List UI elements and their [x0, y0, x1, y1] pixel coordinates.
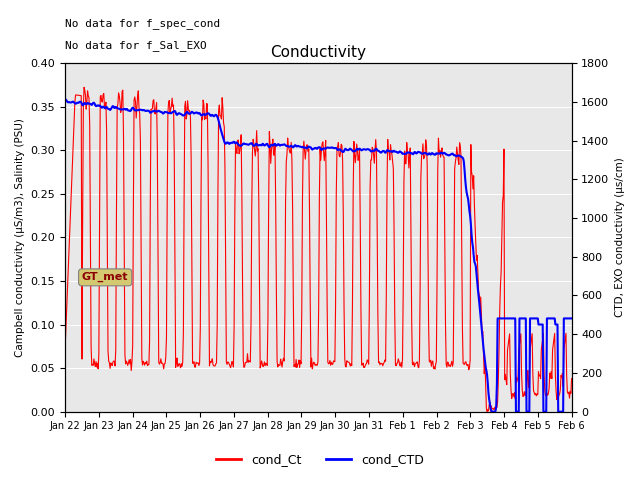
- Text: GT_met: GT_met: [82, 272, 129, 283]
- Y-axis label: Campbell conductivity (µS/m3), Salinity (PSU): Campbell conductivity (µS/m3), Salinity …: [15, 118, 25, 357]
- Legend: cond_Ct, cond_CTD: cond_Ct, cond_CTD: [211, 448, 429, 471]
- Y-axis label: CTD, EXO conductivity (µs/cm): CTD, EXO conductivity (µs/cm): [615, 157, 625, 317]
- Text: No data for f_spec_cond: No data for f_spec_cond: [65, 18, 220, 29]
- Title: Conductivity: Conductivity: [270, 46, 366, 60]
- Text: No data for f_Sal_EXO: No data for f_Sal_EXO: [65, 40, 207, 51]
